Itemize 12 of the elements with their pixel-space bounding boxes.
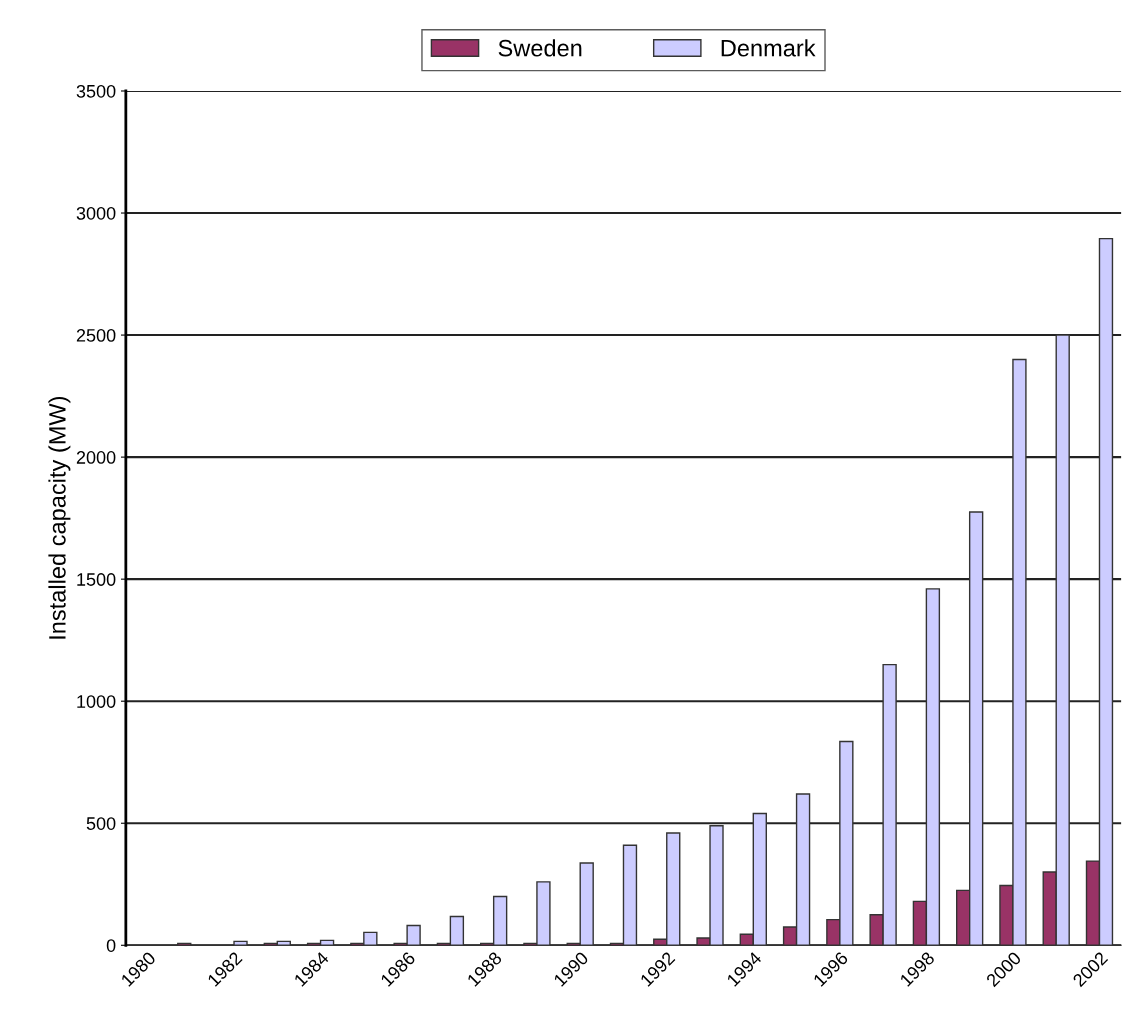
y-tick-label: 2500: [76, 329, 116, 342]
bar: [233, 940, 248, 946]
y-tick-label: 500: [86, 817, 116, 830]
y-tick-label: 3000: [76, 206, 116, 220]
y-axis-title: Installed capacity (MW): [48, 396, 71, 639]
legend-label: Sweden: [498, 39, 582, 57]
y-tick-label: 1000: [77, 695, 116, 708]
legend-label: Denmark: [721, 39, 816, 57]
y-tick-label: 2000: [76, 451, 116, 464]
y-tick-label: 1500: [77, 573, 116, 586]
y-tick-label: 3500: [76, 84, 116, 98]
y-tick-label: 0: [106, 939, 116, 953]
